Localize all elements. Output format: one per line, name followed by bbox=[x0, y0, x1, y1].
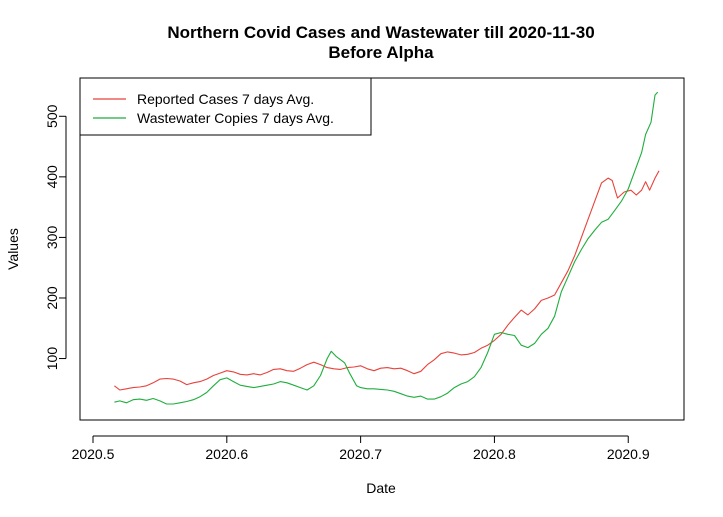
y-tick-label: 200 bbox=[44, 286, 60, 310]
plot-area bbox=[79, 77, 685, 421]
x-tick-label: 2020.5 bbox=[72, 446, 115, 462]
x-tick-label: 2020.7 bbox=[339, 446, 382, 462]
y-tick-label: 100 bbox=[44, 347, 60, 371]
y-tick-label: 300 bbox=[44, 226, 60, 250]
series-layer bbox=[114, 91, 660, 405]
x-axis: 2020.5 2020.6 2020.7 2020.8 2020.9 bbox=[72, 435, 650, 462]
legend-box bbox=[79, 77, 372, 136]
legend-label-reported-cases: Reported Cases 7 days Avg. bbox=[137, 91, 314, 107]
x-tick-label: 2020.6 bbox=[205, 446, 248, 462]
x-tick-label: 2020.9 bbox=[607, 446, 650, 462]
y-tick-label: 400 bbox=[44, 165, 60, 189]
y-tick-label: 500 bbox=[44, 104, 60, 128]
y-axis: 100 200 300 400 500 bbox=[44, 104, 67, 371]
series-line-wastewater-copies bbox=[114, 91, 659, 405]
legend-label-wastewater-copies: Wastewater Copies 7 days Avg. bbox=[137, 110, 334, 126]
x-axis-label: Date bbox=[366, 480, 396, 496]
chart-subtitle: Before Alpha bbox=[328, 43, 434, 62]
legend: Reported Cases 7 days Avg. Wastewater Co… bbox=[79, 77, 372, 136]
x-tick-label: 2020.8 bbox=[473, 446, 516, 462]
series-line-reported-cases bbox=[114, 170, 660, 391]
chart-title: Northern Covid Cases and Wastewater till… bbox=[167, 23, 594, 42]
y-axis-label: Values bbox=[5, 228, 21, 270]
